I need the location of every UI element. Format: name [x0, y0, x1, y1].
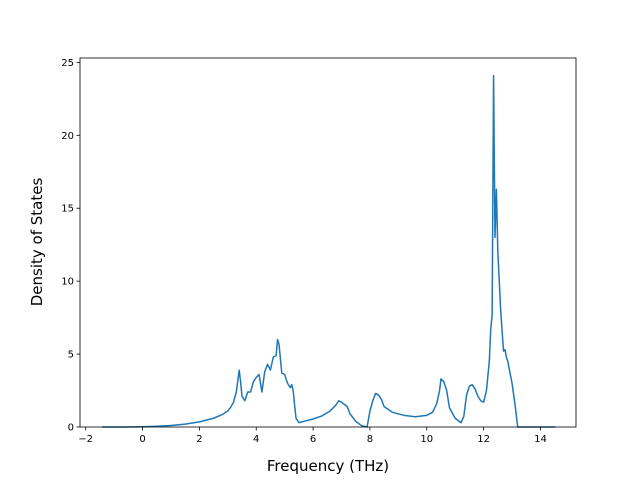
x-tick-label: −2	[78, 434, 93, 445]
y-axis-title: Density of States	[28, 178, 46, 307]
x-axis: −2 0 2 4 6 8 10 12 14	[78, 427, 547, 445]
y-tick-label: 25	[61, 58, 74, 69]
y-tick-label: 15	[61, 204, 74, 215]
y-tick-label: 20	[61, 131, 74, 142]
x-tick-label: 10	[420, 434, 433, 445]
x-tick-label: 12	[477, 434, 490, 445]
x-tick-label: 0	[139, 434, 145, 445]
x-tick-label: 8	[367, 434, 373, 445]
y-tick-label: 0	[68, 423, 74, 434]
x-tick-label: 14	[534, 434, 547, 445]
y-axis: 0 5 10 15 20 25	[61, 58, 80, 434]
series-line-0	[101, 74, 556, 428]
y-tick-label: 10	[61, 277, 74, 288]
axes-frame	[79, 57, 577, 428]
plot-area	[79, 57, 577, 428]
x-tick-label: 2	[196, 434, 202, 445]
x-axis-title: Frequency (THz)	[267, 457, 389, 475]
x-tick-label: 4	[253, 434, 259, 445]
x-tick-label: 6	[310, 434, 316, 445]
y-tick-label: 5	[68, 350, 74, 361]
